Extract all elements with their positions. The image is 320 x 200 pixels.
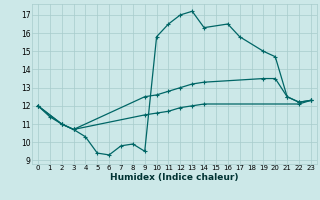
X-axis label: Humidex (Indice chaleur): Humidex (Indice chaleur) (110, 173, 239, 182)
